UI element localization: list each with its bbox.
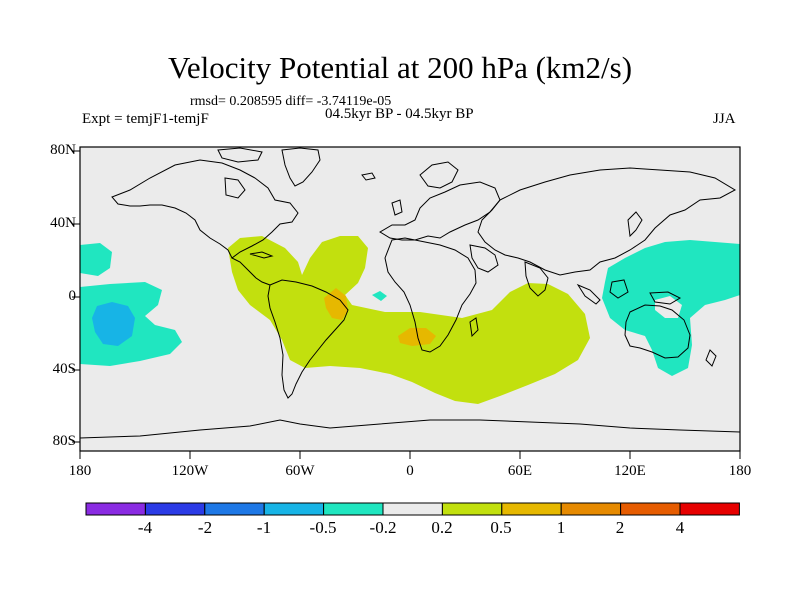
colorbar-swatch [144,502,206,516]
colorbar-swatch [204,502,265,516]
colorbar-swatch [441,502,503,516]
colorbar-label: 2 [615,518,625,537]
coast-greenland [281,147,321,187]
contour-orange-brazil [324,288,348,320]
coast-japan [627,211,643,238]
colorbar-label: -2 [197,518,213,537]
colorbar-swatch [85,502,146,516]
contour-yellowgreen-tropics [228,236,590,404]
coastlines [80,147,740,439]
colorbar-swatch [501,502,562,516]
contour-yellowgreen-small-atlantic [238,244,256,262]
contour-cyan-small-atlantic [372,291,387,301]
coast-north-america [111,159,299,259]
experiment-label: Expt = temjF1-temjF [82,111,209,127]
coast-antarctica [80,419,740,439]
y-tick-label: 40N [50,215,76,231]
colorbar-label: 1 [556,518,566,537]
colorbar-swatch [560,502,622,516]
colorbar-swatch [382,502,443,516]
contour-fills [80,147,740,439]
coast-new-zealand [705,349,717,367]
contour-blue-central-pacific [92,302,135,346]
colorbar-label: 0.2 [431,518,453,537]
coast-sumatra [576,283,601,305]
y-tick-label: 80S [52,433,76,449]
coast-australia [624,304,691,359]
coast-south-america [267,279,349,399]
map-title: Velocity Potential at 200 hPa (km2/s) [167,50,633,85]
x-tick-label: 60E [507,463,533,479]
coast-iceland [361,172,376,181]
coast-scandinavia [419,161,459,189]
colorbar-swatch [679,502,740,516]
colorbar-swatch [620,502,681,516]
colorbar-label: 4 [675,518,685,537]
coast-central-america [231,257,271,286]
rmsd-stats: rmsd= 0.208595 diff= -3.74119e-05 [190,94,392,109]
y-tick-label: 80N [50,142,76,158]
y-tick-label: 40S [52,361,76,377]
x-tick-label: 120E [614,463,646,479]
axis-ticks [72,150,741,459]
coast-arctic-islands [217,147,263,163]
x-tick-label: 120W [171,463,209,479]
x-tick-label: 0 [406,463,414,479]
coast-africa [384,237,477,353]
coast-borneo [609,279,629,299]
season-label: JJA [713,111,736,127]
colorbar [85,502,740,516]
colorbar-label: 0.5 [490,518,512,537]
coast-arabia [469,244,499,273]
coast-madagascar [469,317,479,338]
coast-india [524,261,549,297]
colorbar-label: -4 [137,518,153,537]
coast-hudson-bay [224,177,246,199]
x-tick-label: 180 [728,463,752,479]
coast-new-guinea [649,291,682,305]
colorbar-swatch [263,502,325,516]
x-tick-label: 180 [68,463,92,479]
coast-asia [477,167,737,276]
coast-britain [391,199,403,216]
contour-orange-southern-africa [398,328,436,346]
colorbar-label: -0.5 [309,518,337,537]
y-tick-label: 0 [68,288,77,304]
period-label: 04.5kyr BP - 04.5kyr BP [325,106,474,122]
x-tick-label: 60W [285,463,315,479]
colorbar-swatch [323,502,384,516]
contour-cyan-east-pacific-north [80,243,112,276]
coast-cuba [249,251,274,259]
colorbar-label: -0.2 [369,518,397,537]
colorbar-label: -1 [256,518,272,537]
